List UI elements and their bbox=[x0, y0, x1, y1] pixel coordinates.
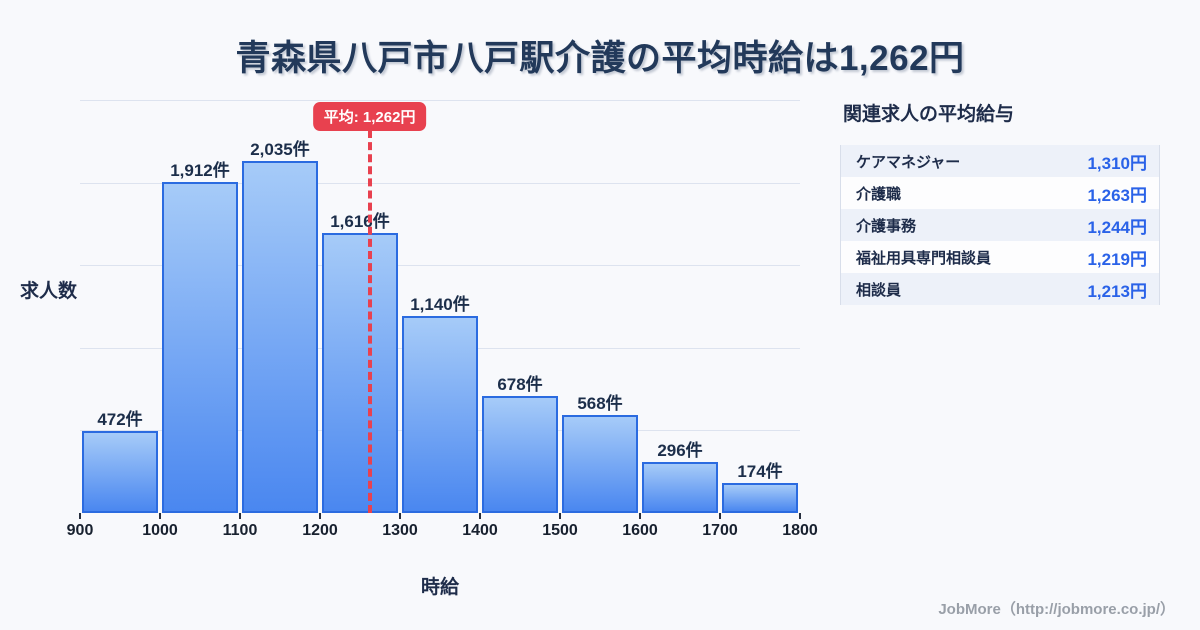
x-tick-mark bbox=[799, 513, 801, 519]
histogram-bar bbox=[722, 483, 798, 513]
average-badge: 平均: 1,262円 bbox=[312, 102, 427, 131]
job-name: 介護職 bbox=[856, 185, 902, 203]
x-tick-mark bbox=[239, 513, 241, 519]
bar-value-label: 1,140件 bbox=[410, 295, 470, 314]
job-wage: 1,213円 bbox=[1087, 281, 1147, 301]
x-tick-label: 1100 bbox=[222, 522, 258, 539]
histogram-bar bbox=[162, 182, 238, 513]
x-tick-mark bbox=[399, 513, 401, 519]
bar-value-label: 472件 bbox=[97, 410, 143, 429]
histogram-bar bbox=[482, 396, 558, 513]
x-tick-label: 1800 bbox=[782, 522, 818, 539]
x-tick-label: 1200 bbox=[302, 522, 338, 539]
histogram-bar bbox=[562, 415, 638, 513]
x-tick-label: 900 bbox=[66, 522, 94, 539]
job-name: 介護事務 bbox=[856, 217, 917, 235]
x-tick-mark bbox=[639, 513, 641, 519]
job-wage: 1,263円 bbox=[1087, 185, 1147, 205]
x-tick-mark bbox=[319, 513, 321, 519]
x-tick-label: 1400 bbox=[462, 522, 498, 539]
histogram-bar bbox=[322, 233, 398, 513]
x-tick-label: 1300 bbox=[382, 522, 418, 539]
x-tick-label: 1600 bbox=[622, 522, 658, 539]
related-wage-row: 相談員 1,213円 bbox=[841, 273, 1159, 305]
bar-value-label: 1,912件 bbox=[170, 161, 230, 180]
x-tick-mark bbox=[159, 513, 161, 519]
average-line bbox=[367, 130, 372, 513]
x-tick-mark bbox=[479, 513, 481, 519]
x-tick-mark bbox=[559, 513, 561, 519]
related-wage-row: 福祉用具専門相談員 1,219円 bbox=[841, 241, 1159, 273]
bar-value-label: 296件 bbox=[657, 441, 703, 460]
job-name: ケアマネジャー bbox=[856, 153, 961, 171]
histogram-bar bbox=[242, 161, 318, 513]
sidebar-title: 関連求人の平均給与 bbox=[843, 104, 1015, 125]
bar-value-label: 1,616件 bbox=[330, 212, 390, 231]
related-wages-table: ケアマネジャー 1,310円介護職 1,263円介護事務 1,244円福祉用具専門相談… bbox=[840, 145, 1160, 305]
footer-credit: JobMore（http://jobmore.co.jp/） bbox=[938, 601, 1175, 618]
gridline bbox=[80, 265, 800, 267]
page-title: 青森県八戸市八戸駅介護の平均時給は1,262円 bbox=[235, 39, 965, 78]
job-wage: 1,310円 bbox=[1087, 153, 1147, 173]
bar-value-label: 568件 bbox=[577, 394, 623, 413]
bar-value-label: 678件 bbox=[497, 375, 543, 394]
job-wage: 1,244円 bbox=[1087, 217, 1147, 237]
bar-value-label: 174件 bbox=[737, 462, 783, 481]
job-wage: 1,219円 bbox=[1087, 249, 1147, 269]
x-tick-label: 1000 bbox=[142, 522, 178, 539]
gridline bbox=[80, 100, 800, 101]
x-tick-label: 1700 bbox=[702, 522, 738, 539]
bar-value-label: 2,035件 bbox=[250, 140, 310, 159]
x-tick-mark bbox=[79, 513, 81, 519]
histogram-bar bbox=[642, 462, 718, 513]
x-tick-label: 1500 bbox=[542, 522, 578, 539]
job-name: 相談員 bbox=[856, 281, 902, 299]
x-tick-mark bbox=[719, 513, 721, 519]
y-axis-label: 求人数 bbox=[20, 281, 78, 302]
histogram-bar bbox=[82, 431, 158, 513]
related-wage-row: 介護職 1,263円 bbox=[841, 177, 1159, 209]
x-axis-label: 時給 bbox=[420, 577, 459, 598]
gridline bbox=[80, 182, 800, 184]
wage-histogram: 472件 1,912件 2,035件 1,616件 1,140件 678件 568件 296件… bbox=[67, 100, 818, 539]
job-name: 福祉用具専門相談員 bbox=[856, 249, 992, 267]
related-wage-row: ケアマネジャー 1,310円 bbox=[841, 145, 1159, 177]
related-wage-row: 介護事務 1,244円 bbox=[841, 209, 1159, 241]
histogram-bar bbox=[402, 316, 478, 513]
